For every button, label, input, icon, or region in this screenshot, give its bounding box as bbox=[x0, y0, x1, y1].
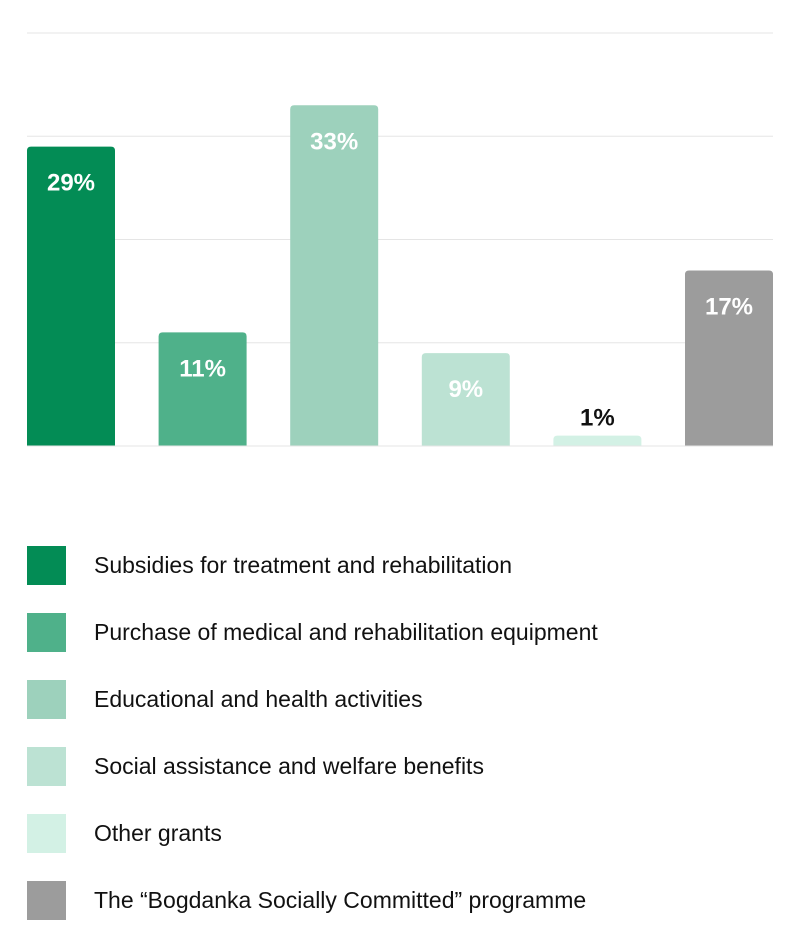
legend-item: Purchase of medical and rehabilitation e… bbox=[27, 612, 787, 652]
bar-value-label: 33% bbox=[310, 128, 358, 155]
legend-label: The “Bogdanka Socially Committed” progra… bbox=[94, 886, 587, 913]
bar-chart: 29% 11% 33% 9% 1% 17% bbox=[27, 32, 773, 447]
legend: Subsidies for treatment and rehabilitati… bbox=[27, 545, 787, 948]
legend-label: Social assistance and welfare benefits bbox=[94, 752, 484, 779]
bar bbox=[27, 146, 115, 446]
legend-item: Social assistance and welfare benefits bbox=[27, 746, 787, 786]
legend-swatch bbox=[27, 746, 66, 786]
legend-item: Educational and health activities bbox=[27, 679, 787, 719]
legend-swatch bbox=[27, 679, 66, 719]
legend-swatch bbox=[27, 880, 66, 920]
legend-label: Purchase of medical and rehabilitation e… bbox=[94, 618, 598, 645]
bar bbox=[158, 332, 247, 446]
bar bbox=[421, 353, 510, 446]
bar-value-label: 1% bbox=[580, 405, 615, 432]
legend-label: Other grants bbox=[94, 819, 222, 846]
legend-swatch bbox=[27, 612, 66, 652]
bar bbox=[290, 105, 379, 447]
legend-label: Educational and health activities bbox=[94, 685, 423, 712]
bar bbox=[553, 435, 642, 446]
legend-item: Other grants bbox=[27, 813, 787, 853]
legend-swatch bbox=[27, 813, 66, 853]
legend-label: Subsidies for treatment and rehabilitati… bbox=[94, 551, 513, 578]
legend-item: The “Bogdanka Socially Committed” progra… bbox=[27, 880, 787, 920]
bar-value-label: 29% bbox=[47, 170, 95, 197]
bar bbox=[685, 270, 773, 446]
bar-value-label: 17% bbox=[705, 293, 753, 320]
legend-item: Subsidies for treatment and rehabilitati… bbox=[27, 545, 787, 585]
bar-value-label: 11% bbox=[179, 355, 226, 382]
bar-value-label: 9% bbox=[448, 376, 483, 403]
legend-swatch bbox=[27, 545, 66, 585]
